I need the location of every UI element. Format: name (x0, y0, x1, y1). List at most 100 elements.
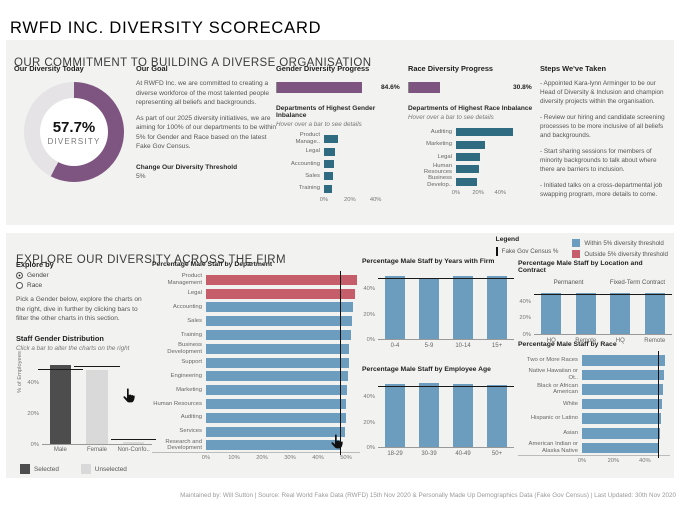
bar-10-14[interactable] (453, 276, 473, 339)
y-tick-label: 0% (366, 337, 375, 343)
race-chart-title: Percentage Male Staff by Race (518, 341, 617, 348)
department-chart-title: Percentage Male Staff by Department (152, 261, 273, 268)
table-row: Accounting (152, 301, 360, 315)
gender-progress: 84.6% (276, 82, 404, 93)
bar-business-development[interactable] (206, 343, 350, 354)
bar-auditing[interactable] (456, 128, 514, 137)
bar-non-confo[interactable] (123, 441, 145, 444)
bar-sales[interactable] (206, 316, 353, 327)
x-category-label: HQ (615, 337, 625, 344)
radio-race[interactable]: Race (16, 282, 150, 289)
bar-auditing[interactable] (206, 412, 346, 423)
outside-swatch-icon (572, 250, 581, 258)
bar-column (74, 359, 120, 444)
category-label: Auditing (180, 414, 202, 421)
x-category-label: Remote (644, 337, 666, 344)
y-axis: 0% 20% 40% (518, 289, 534, 338)
bar-30-39[interactable] (419, 383, 439, 447)
bar-american-indian-or-alaska-native[interactable] (582, 442, 660, 454)
location-chart-title: Percentage Male Staff by Location and Co… (518, 260, 643, 274)
y-tick-label: 20% (519, 315, 531, 322)
bar-sales[interactable] (324, 172, 334, 181)
race-progress-value: 30.8% (513, 84, 532, 91)
category-label: Accounting (172, 304, 202, 311)
years-chart-title: Percentage Male Staff by Years with Firm (362, 258, 495, 265)
bar-15+[interactable] (487, 275, 507, 339)
bar-human-resources[interactable] (206, 399, 347, 410)
bar-legal[interactable] (456, 152, 480, 161)
bar-accounting[interactable] (206, 302, 354, 313)
bar-18-29[interactable] (385, 384, 405, 447)
category-label: Legal (437, 153, 452, 160)
step-item: - Initiated talks on a cross-departmenta… (540, 181, 663, 198)
bar-legal[interactable] (206, 288, 355, 299)
bar-services[interactable] (206, 426, 345, 437)
bar-native-hawaiian-or-ot[interactable] (582, 369, 664, 381)
bar-accounting[interactable] (324, 159, 335, 168)
bar-track (456, 165, 518, 174)
bar-40-49[interactable] (453, 383, 473, 447)
bar-hq[interactable] (541, 292, 562, 334)
radio-gender[interactable]: Gender (16, 272, 150, 279)
bar-black-or-african-american[interactable] (582, 384, 663, 395)
race-chart-block: Percentage Male Staff by Race Two or Mor… (518, 341, 674, 466)
x-category-label: 50+ (491, 450, 503, 457)
progress-bar-fill (277, 82, 362, 93)
bar-track (206, 440, 360, 451)
bar-product-manage[interactable] (324, 135, 338, 144)
steps-list: - Appointed Kara-lynn Arminger to be our… (540, 80, 672, 200)
table-row: Business Develop.. (408, 175, 518, 188)
bar-column (569, 289, 604, 334)
bar-legal[interactable] (324, 147, 335, 156)
table-row: Marketing (152, 383, 360, 397)
category-label: Human Resources (423, 162, 452, 176)
selected-label: Selected (34, 465, 59, 473)
x-tick-label: 20% (472, 189, 484, 196)
bar-marketing[interactable] (206, 385, 348, 396)
bar-0-4[interactable] (385, 275, 405, 339)
bar-track (582, 384, 670, 395)
bar-training[interactable] (324, 184, 332, 193)
bar-asian[interactable] (582, 428, 661, 439)
goal-paragraph-1: At RWFD Inc. we are committed to creatin… (136, 80, 270, 107)
census-reference-line (74, 366, 120, 368)
bar-marketing[interactable] (456, 140, 485, 149)
category-label: Support (181, 359, 202, 366)
bar-research-and-development[interactable] (206, 440, 341, 451)
y-tick-label: 0% (30, 441, 39, 448)
threshold-value[interactable]: 5% (136, 172, 146, 180)
plot-area: 0% 20% 40% (362, 270, 514, 343)
bar-training[interactable] (206, 330, 351, 341)
steps-title: Steps We've Taken (540, 64, 606, 73)
legend: Legend Fake Gov Census % Within 5% diver… (495, 236, 668, 258)
category-label: Product Management (167, 273, 202, 286)
bar-remote[interactable] (575, 292, 596, 334)
bar-hispanic-or-latino[interactable] (582, 413, 662, 424)
bar-two-or-more-races[interactable] (582, 355, 665, 366)
bar-5-9[interactable] (419, 277, 439, 339)
bar-column (378, 270, 412, 339)
bar-50+[interactable] (487, 384, 507, 447)
bar-track (582, 428, 670, 439)
census-reference-line (534, 293, 672, 295)
bar-male[interactable] (49, 364, 71, 444)
bar-track (206, 302, 360, 313)
race-inbalance-title: Departments of Highest Race Inbalance (408, 105, 533, 112)
bar-hq[interactable] (610, 292, 631, 334)
within-swatch-icon (572, 239, 581, 247)
diversity-donut-chart: 57.7% DIVERSITY (24, 82, 124, 182)
x-category-label: 10-14 (455, 342, 471, 349)
group-label: Fixed-Term Contract (609, 279, 666, 286)
commitment-header: OUR COMMITMENT TO BUILDING A DIVERSE ORG… (14, 56, 372, 69)
bar-human-resources[interactable] (456, 165, 479, 174)
bar-white[interactable] (582, 398, 663, 410)
bar-business-develop[interactable] (456, 177, 478, 186)
bar-remote[interactable] (644, 293, 665, 334)
category-label: American Indian or Alaska Native (528, 441, 578, 454)
bar-engineering[interactable] (206, 371, 348, 382)
bar-product-management[interactable] (206, 274, 358, 285)
bar-female[interactable] (86, 370, 108, 444)
bar-column (480, 378, 514, 447)
explore-panel: EXPLORE OUR DIVERSITY ACROSS THE FIRM Le… (6, 233, 674, 478)
bar-support[interactable] (206, 357, 349, 368)
